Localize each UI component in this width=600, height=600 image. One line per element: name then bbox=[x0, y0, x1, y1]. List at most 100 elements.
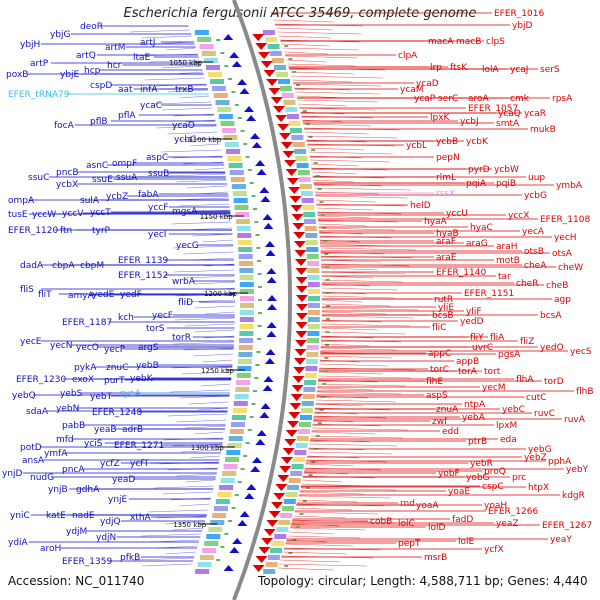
feature-block-right bbox=[283, 100, 296, 105]
reverse-arrow bbox=[275, 484, 288, 491]
gene-label: cheR bbox=[516, 279, 538, 289]
leader-line bbox=[321, 267, 378, 271]
gene-label: ssuC bbox=[28, 173, 49, 183]
feature-block-right bbox=[297, 429, 310, 434]
forward-arrow bbox=[250, 466, 261, 472]
forward-arrow bbox=[265, 250, 276, 256]
reverse-arrow bbox=[252, 34, 265, 41]
gene-label: edd bbox=[442, 427, 459, 437]
leader-line bbox=[161, 149, 222, 153]
leader-line bbox=[167, 89, 209, 93]
leader-line bbox=[319, 235, 392, 239]
feature-color-band bbox=[194, 30, 320, 574]
leader-line bbox=[297, 99, 378, 103]
tick-label: 1300 kbp bbox=[191, 444, 225, 452]
forward-arrow bbox=[266, 277, 277, 283]
forward-gene-labels: ybjH ybjG deoR artP artQ artM artJ poxB ybjE hcp h… bbox=[2, 22, 199, 567]
forward-arrow bbox=[260, 403, 271, 409]
leader-line bbox=[284, 51, 329, 55]
gene-label: yobF bbox=[438, 469, 460, 479]
gene-label: infA bbox=[140, 85, 158, 95]
gene-label: fliY bbox=[470, 333, 484, 343]
feature-block-right bbox=[267, 44, 280, 49]
gene-label: asnC bbox=[86, 161, 108, 171]
reverse-arrow bbox=[293, 358, 306, 365]
leader-line bbox=[290, 71, 355, 75]
reverse-arrow bbox=[258, 547, 271, 554]
feature-block-right bbox=[294, 450, 307, 455]
feature-block-right bbox=[306, 247, 319, 252]
leader-line bbox=[144, 77, 205, 81]
leader-line bbox=[320, 251, 385, 255]
leader-line bbox=[321, 295, 395, 299]
feature-block-right bbox=[262, 30, 275, 35]
reverse-arrow bbox=[295, 268, 308, 275]
gene-label: cspC bbox=[482, 482, 504, 492]
leader-line bbox=[318, 379, 379, 383]
gene-label: aroH bbox=[40, 544, 61, 554]
leader-line bbox=[164, 521, 205, 525]
reverse-arrow bbox=[270, 97, 283, 104]
leader-line bbox=[179, 503, 210, 507]
gene-label: EFER_1152 bbox=[118, 271, 168, 281]
leader-line bbox=[288, 67, 385, 71]
leader-line bbox=[194, 281, 235, 285]
leader-line bbox=[297, 499, 358, 503]
feature-block-left bbox=[231, 422, 245, 427]
leader-line bbox=[314, 187, 411, 191]
forward-arrow bbox=[264, 358, 275, 364]
gene-label: ompF bbox=[112, 159, 137, 169]
reverse-arrow bbox=[294, 250, 307, 257]
gene-label: ycfT bbox=[130, 459, 149, 469]
reverse-arrow bbox=[277, 475, 290, 482]
leader-line bbox=[183, 251, 234, 255]
reverse-arrow bbox=[258, 52, 271, 59]
forward-arrow bbox=[223, 34, 234, 40]
forward-arrow bbox=[229, 52, 240, 58]
feature-block-left bbox=[197, 562, 212, 567]
forward-arrow bbox=[229, 547, 240, 553]
feature-block-left bbox=[194, 30, 209, 35]
gene-label: yebR bbox=[470, 459, 493, 469]
gene-label: fliT bbox=[38, 290, 52, 300]
leader-line bbox=[165, 551, 196, 555]
gene-label: ansA bbox=[22, 456, 45, 466]
leader-line bbox=[162, 491, 213, 495]
gene-label: otsA bbox=[552, 249, 573, 259]
leader-line bbox=[173, 71, 204, 75]
feature-block-right bbox=[270, 548, 283, 553]
leader-line bbox=[293, 515, 346, 519]
feature-block-left bbox=[239, 317, 254, 322]
gene-label: prc bbox=[512, 473, 526, 483]
gene-label: yebG bbox=[528, 445, 552, 455]
gene-label: ycaO bbox=[172, 121, 195, 131]
leader-line bbox=[315, 403, 364, 407]
leader-line bbox=[167, 467, 218, 471]
gene-label: ompA bbox=[8, 196, 35, 206]
gene-label: proQ bbox=[484, 467, 506, 477]
forward-arrow bbox=[256, 169, 267, 175]
gene-label: tort bbox=[484, 367, 501, 377]
leader-line bbox=[316, 207, 373, 211]
feature-block-right bbox=[299, 422, 311, 427]
feature-block-left bbox=[238, 352, 253, 357]
gene-label: yecE bbox=[20, 337, 42, 347]
leader-line bbox=[190, 209, 231, 213]
gene-label: pgsA bbox=[498, 350, 521, 360]
feature-block-right bbox=[272, 541, 285, 546]
leader-line bbox=[153, 41, 194, 45]
forward-arrow bbox=[250, 133, 261, 139]
feature-block-left bbox=[237, 359, 252, 364]
leader-line bbox=[278, 35, 331, 39]
feature-block-left bbox=[238, 345, 253, 350]
leader-line bbox=[316, 391, 401, 395]
forward-arrow bbox=[255, 439, 266, 445]
gene-label: araE bbox=[436, 253, 457, 263]
leader-line bbox=[179, 203, 230, 207]
gene-label: yecI bbox=[148, 230, 166, 240]
leader-line bbox=[317, 211, 402, 215]
gene-label: fliC bbox=[432, 323, 446, 333]
gene-label: sdaA bbox=[26, 407, 49, 417]
leader-line bbox=[277, 567, 334, 571]
forward-arrow bbox=[266, 268, 277, 274]
